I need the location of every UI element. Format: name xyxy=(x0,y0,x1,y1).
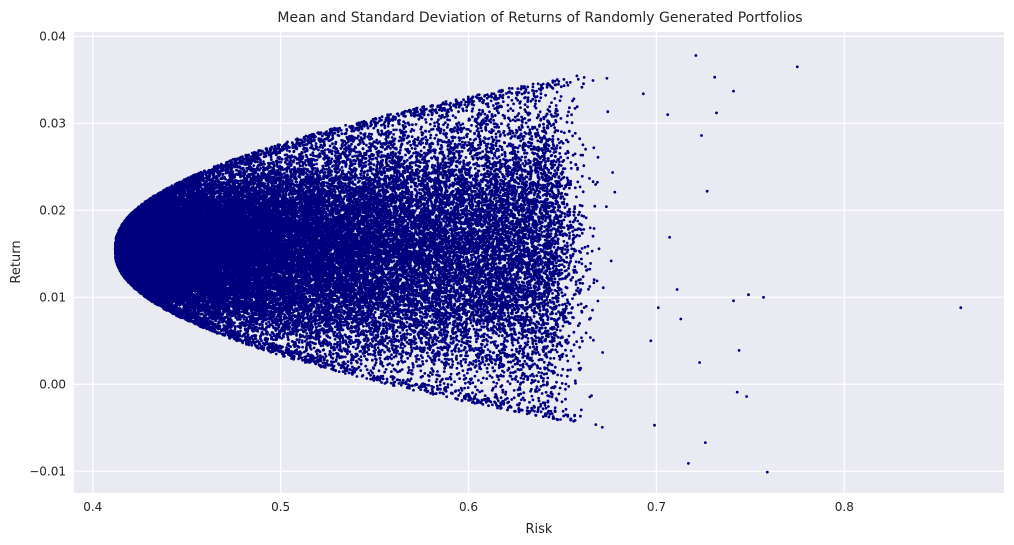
chart-title: Mean and Standard Deviation of Returns o… xyxy=(277,10,802,26)
data-point xyxy=(556,91,559,94)
data-point xyxy=(513,332,516,335)
data-point xyxy=(501,334,504,337)
data-point xyxy=(418,358,421,361)
data-point xyxy=(422,313,425,316)
data-point xyxy=(446,126,449,129)
data-point xyxy=(511,341,514,344)
data-point xyxy=(570,247,573,250)
data-point xyxy=(270,156,273,159)
data-point xyxy=(571,135,574,138)
data-point xyxy=(527,91,530,94)
data-point xyxy=(581,247,584,250)
data-point xyxy=(540,92,543,95)
data-point xyxy=(512,344,515,347)
data-point xyxy=(531,395,534,398)
data-point xyxy=(409,354,412,357)
data-point xyxy=(511,99,514,102)
data-point xyxy=(305,332,308,335)
data-point xyxy=(439,384,442,387)
data-point xyxy=(563,240,566,243)
data-point xyxy=(584,148,587,151)
data-point xyxy=(461,141,464,144)
data-point xyxy=(436,378,439,381)
data-point xyxy=(556,374,559,377)
data-point xyxy=(499,330,502,333)
data-point xyxy=(544,239,547,242)
data-point xyxy=(275,353,278,356)
data-point xyxy=(543,225,546,228)
data-point xyxy=(569,220,572,223)
data-point xyxy=(486,367,489,370)
data-point xyxy=(558,160,561,163)
data-point xyxy=(601,351,604,354)
data-point xyxy=(446,386,449,389)
data-point xyxy=(315,163,318,166)
data-point xyxy=(581,340,584,343)
data-point xyxy=(352,346,355,349)
data-point xyxy=(383,371,386,374)
data-point xyxy=(592,339,595,342)
data-point xyxy=(479,305,482,308)
